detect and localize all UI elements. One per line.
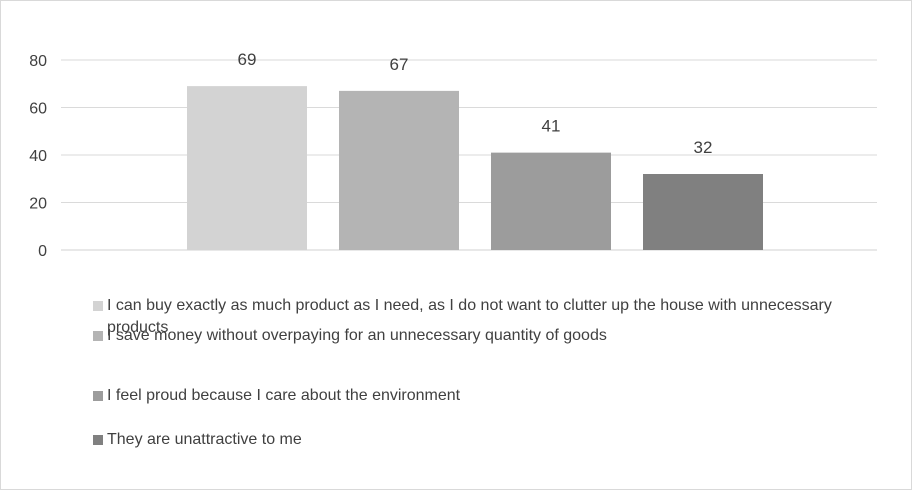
bar-3 — [491, 152, 611, 250]
legend-swatch — [93, 331, 103, 341]
y-tick-label: 20 — [29, 196, 47, 213]
legend-label: They are unattractive to me — [107, 431, 302, 448]
data-label-3: 41 — [542, 117, 561, 136]
legend-item-4: They are unattractive to me — [93, 429, 887, 451]
data-label-2: 67 — [390, 55, 409, 74]
legend-item-3: I feel proud because I care about the en… — [93, 385, 887, 407]
bar-4 — [643, 174, 763, 250]
legend-swatch — [93, 391, 103, 401]
bar-2 — [339, 90, 459, 250]
legend-item-2: I save money without overpaying for an u… — [93, 325, 887, 347]
y-tick-label: 80 — [29, 53, 47, 70]
y-tick-label: 40 — [29, 148, 47, 165]
bar-chart: 0 20 40 60 80 69 67 41 32 — [29, 50, 877, 260]
legend-label: I feel proud because I care about the en… — [107, 387, 461, 404]
legend-swatch — [93, 301, 103, 311]
y-tick-label: 60 — [29, 101, 47, 118]
legend-item-1: I can buy exactly as much product as I n… — [93, 295, 887, 339]
y-tick-label: 0 — [38, 243, 47, 260]
legend-label: I can buy exactly as much product as I n… — [107, 297, 832, 336]
data-label-1: 69 — [238, 50, 257, 69]
legend-label: I save money without overpaying for an u… — [107, 327, 607, 344]
bar-1 — [187, 86, 307, 250]
data-label-4: 32 — [694, 138, 713, 157]
legend-swatch — [93, 435, 103, 445]
